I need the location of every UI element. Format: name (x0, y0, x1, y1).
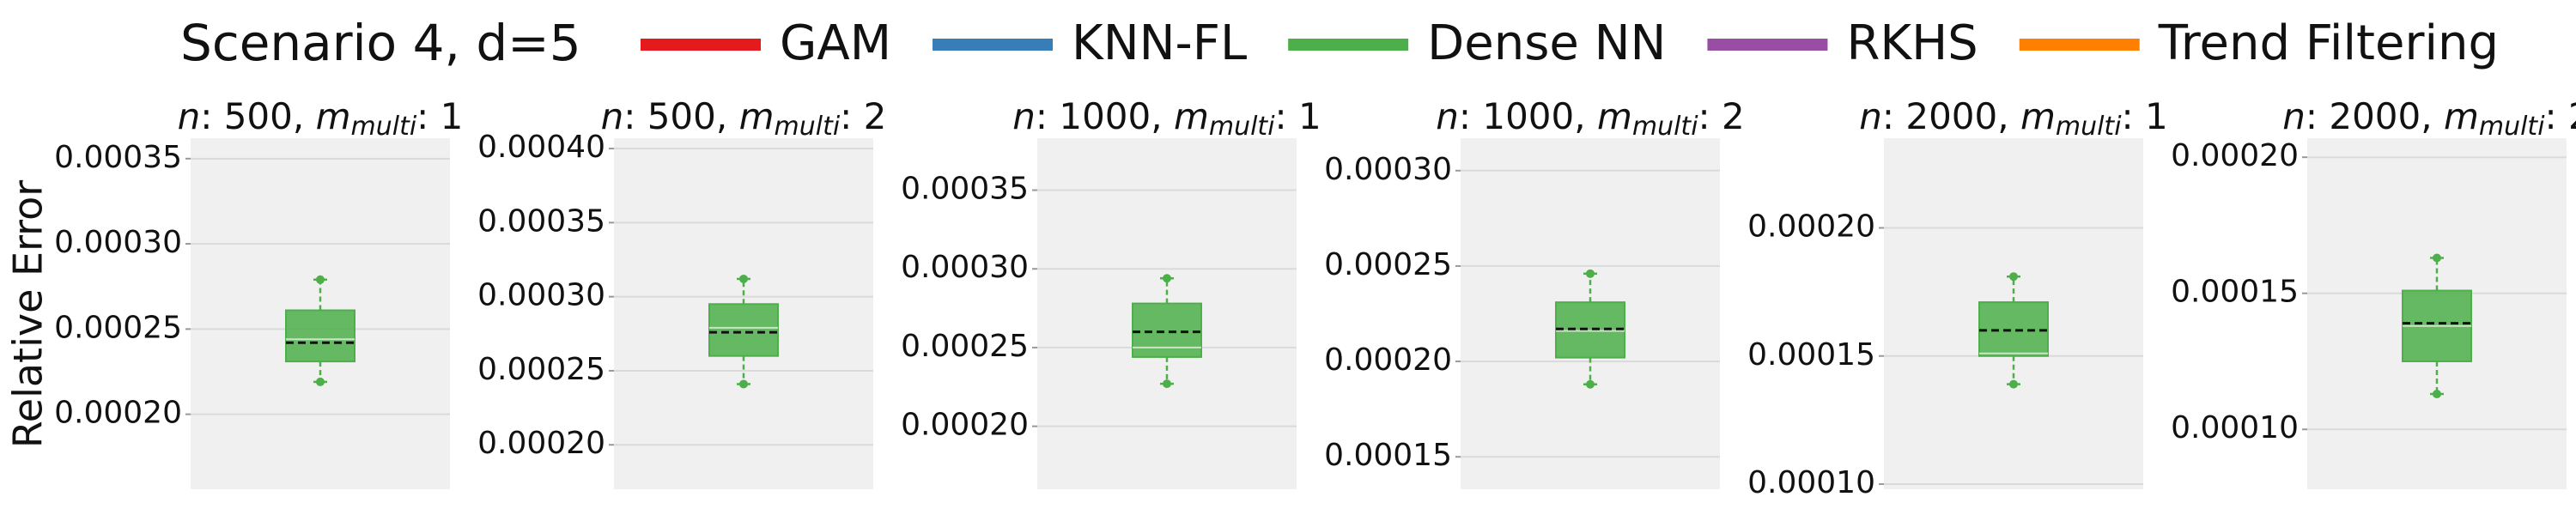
whisker-point (739, 379, 748, 389)
legend-label: Trend Filtering (2158, 15, 2499, 71)
y-tick-label: 0.00010 (1747, 465, 1875, 500)
legend-label: KNN-FL (1072, 15, 1247, 71)
whisker-point (2009, 379, 2018, 389)
y-tick-label: 0.00015 (1324, 438, 1452, 473)
y-tick-label: 0.00025 (1324, 247, 1452, 282)
y-tick-label: 0.00035 (477, 203, 605, 239)
y-tick-label: 0.00025 (54, 310, 182, 345)
y-tick-label: 0.00020 (477, 426, 605, 461)
legend-label: RKHS (1846, 15, 1978, 71)
legend-label: GAM (780, 15, 891, 71)
y-tick-label: 0.00020 (1324, 342, 1452, 378)
panel-title: n: 1000, mmulti: 2 (1436, 95, 1745, 142)
panel-title: n: 500, mmulti: 1 (178, 95, 464, 142)
y-tick-label: 0.00020 (1747, 209, 1875, 244)
legend-label: Dense NN (1427, 15, 1666, 71)
chart-title: Scenario 4, d=5 (180, 14, 581, 72)
panel-title: n: 1000, mmulti: 1 (1012, 95, 1321, 142)
panel-title: n: 2000, mmulti: 1 (1859, 95, 2168, 142)
whisker-point (2433, 253, 2441, 263)
y-tick-label: 0.00020 (54, 396, 182, 431)
y-tick-label: 0.00025 (477, 352, 605, 387)
y-tick-label: 0.00030 (477, 278, 605, 313)
box (708, 303, 779, 357)
y-tick-label: 0.00035 (901, 172, 1029, 207)
y-tick-label: 0.00040 (477, 130, 605, 165)
whisker-point (739, 274, 748, 283)
y-axis-label: Relative Error (5, 180, 52, 448)
whisker-point (1163, 274, 1171, 283)
y-tick-label: 0.00030 (1324, 152, 1452, 187)
box (1555, 301, 1625, 359)
whisker-point (1586, 269, 1595, 278)
box (1978, 301, 2049, 357)
whisker-point (2009, 272, 2018, 282)
y-tick-label: 0.00030 (901, 250, 1029, 285)
y-tick-label: 0.00035 (54, 140, 182, 175)
y-tick-label: 0.00025 (901, 329, 1029, 364)
panel-title: n: 500, mmulti: 2 (601, 95, 887, 142)
whisker-point (1586, 379, 1595, 389)
y-tick-label: 0.00020 (901, 408, 1029, 443)
whisker-point (2433, 390, 2441, 399)
whisker-point (1163, 379, 1171, 389)
y-tick-label: 0.00015 (1747, 337, 1875, 373)
whisker-point (316, 377, 325, 386)
y-tick-label: 0.00030 (54, 225, 182, 260)
y-tick-label: 0.00020 (2171, 138, 2299, 173)
box (1132, 302, 1202, 358)
panel-title: n: 2000, mmulti: 2 (2282, 95, 2576, 142)
whisker-point (316, 275, 325, 284)
y-tick-label: 0.00010 (2171, 410, 2299, 445)
box (285, 309, 355, 363)
y-tick-label: 0.00015 (2171, 275, 2299, 310)
